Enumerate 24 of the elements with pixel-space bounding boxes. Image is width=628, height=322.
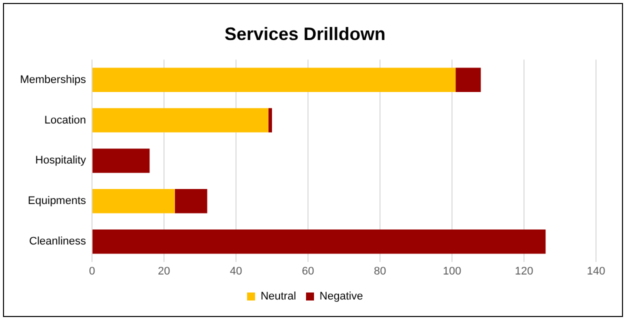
chart-title: Services Drilldown — [224, 24, 386, 44]
bar — [92, 108, 268, 132]
y-tick-label: Cleanliness — [29, 236, 87, 248]
y-tick-label: Memberships — [20, 74, 87, 86]
y-tick-label: Location — [44, 114, 86, 126]
x-tick-label: 140 — [586, 265, 606, 278]
bar — [174, 189, 208, 214]
x-tick-label: 60 — [302, 265, 314, 278]
y-tick-label: Equipments — [28, 195, 87, 208]
x-tick-label: 20 — [158, 265, 170, 278]
x-tick-label: 0 — [88, 265, 96, 278]
legend-label: Neutral — [260, 290, 296, 303]
x-tick-label: 100 — [442, 265, 462, 278]
bar — [92, 68, 456, 92]
x-tick-label: 40 — [230, 265, 242, 278]
bar — [268, 108, 272, 132]
bar — [92, 148, 150, 173]
x-tick-label: 120 — [514, 265, 534, 278]
legend-label: Negative — [320, 290, 363, 303]
bar — [456, 68, 481, 92]
y-tick-label: Hospitality — [35, 154, 87, 167]
x-tick-label: 80 — [374, 265, 386, 278]
bar — [92, 189, 175, 214]
bar — [92, 229, 546, 254]
